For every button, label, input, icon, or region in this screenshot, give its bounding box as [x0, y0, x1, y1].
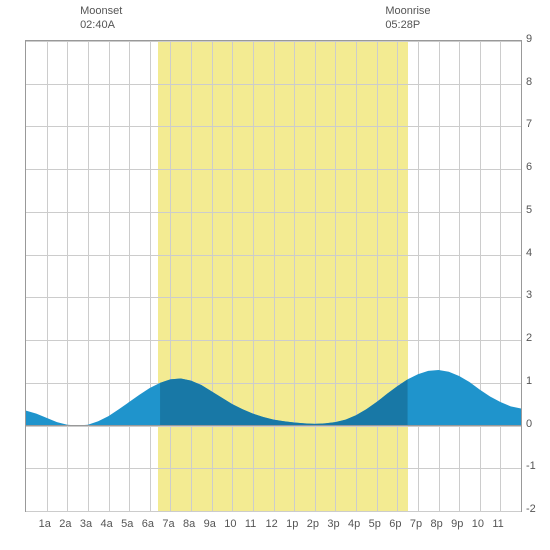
x-tick-label: 2a: [59, 518, 71, 530]
moonset-label: Moonset 02:40A: [80, 4, 122, 33]
x-tick-label: 1p: [286, 518, 298, 530]
moonset-title: Moonset: [80, 5, 122, 17]
tide-chart: Moonset 02:40A Moonrise 05:28P 1a 2a 3a 4a 5…: [0, 0, 550, 550]
y-tick-label: 5: [526, 204, 532, 216]
x-tick-label: 12: [266, 518, 278, 530]
y-tick-label: 1: [526, 375, 532, 387]
y-tick-label: -2: [526, 503, 536, 515]
x-tick-label: 7a: [162, 518, 174, 530]
y-tick-label: 0: [526, 418, 532, 430]
x-tick-label: 10: [472, 518, 484, 530]
x-tick-label: 5a: [121, 518, 133, 530]
y-tick-label: 3: [526, 289, 532, 301]
x-tick-label: 3p: [327, 518, 339, 530]
x-tick-label: 9p: [451, 518, 463, 530]
x-tick-label: 9a: [204, 518, 216, 530]
x-tick-label: 3a: [80, 518, 92, 530]
daylight-band: [158, 41, 408, 511]
x-tick-label: 4a: [101, 518, 113, 530]
x-tick-label: 11: [245, 518, 256, 530]
x-tick-label: 7p: [410, 518, 422, 530]
y-tick-label: 7: [526, 118, 532, 130]
x-tick-label: 1a: [39, 518, 51, 530]
y-tick-label: 9: [526, 33, 532, 45]
y-tick-label: 4: [526, 247, 532, 259]
x-tick-label: 6a: [142, 518, 154, 530]
y-tick-label: 2: [526, 332, 532, 344]
moonrise-time: 05:28P: [385, 19, 420, 31]
plot-area: [25, 40, 522, 512]
x-tick-label: 8p: [431, 518, 443, 530]
x-tick-label: 6p: [389, 518, 401, 530]
x-tick-label: 10: [224, 518, 236, 530]
x-tick-label: 2p: [307, 518, 319, 530]
x-tick-label: 8a: [183, 518, 195, 530]
moonrise-label: Moonrise 05:28P: [385, 4, 430, 33]
y-tick-label: 8: [526, 76, 532, 88]
y-tick-label: 6: [526, 161, 532, 173]
x-tick-label: 11: [492, 518, 503, 530]
moonset-time: 02:40A: [80, 19, 115, 31]
x-tick-label: 4p: [348, 518, 360, 530]
x-tick-label: 5p: [369, 518, 381, 530]
moonrise-title: Moonrise: [385, 5, 430, 17]
y-tick-label: -1: [526, 460, 536, 472]
